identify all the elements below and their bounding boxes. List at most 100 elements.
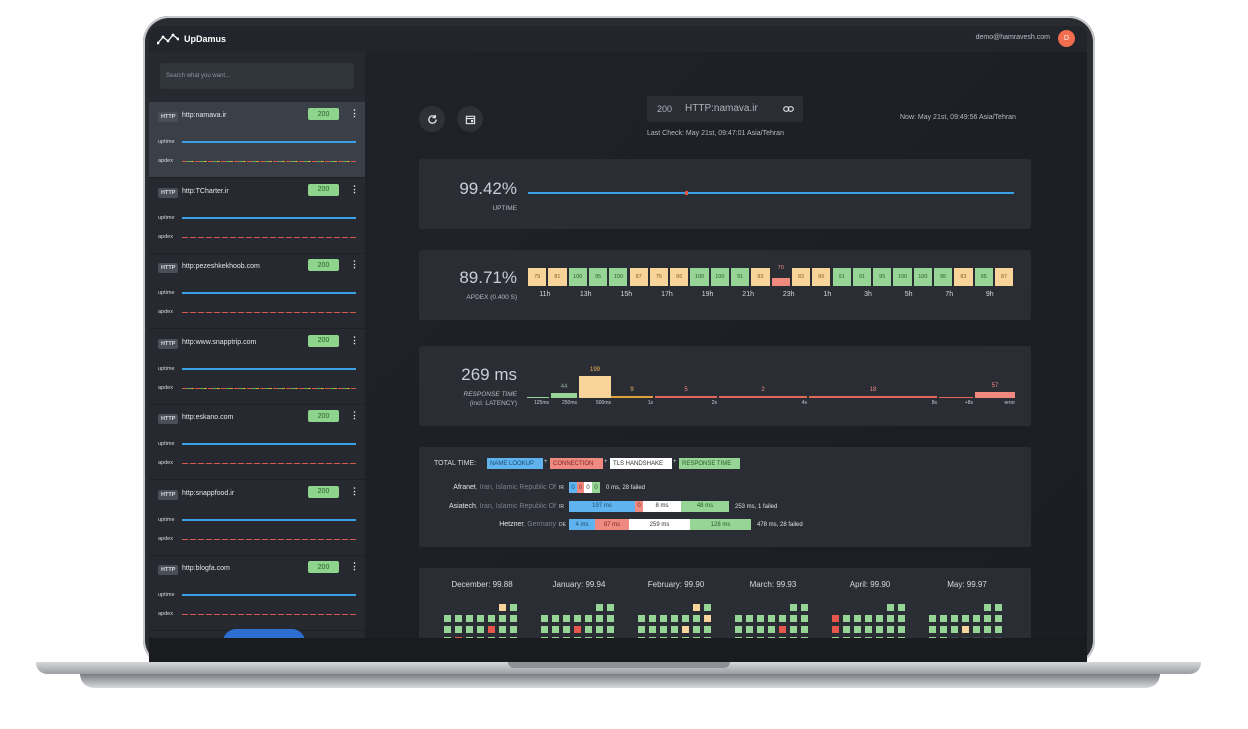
calendar-day[interactable] (574, 615, 581, 622)
more-options-icon[interactable]: ⋮ (350, 410, 359, 420)
calendar-day[interactable] (876, 626, 883, 633)
calendar-day[interactable] (887, 615, 894, 622)
calendar-day[interactable] (876, 615, 883, 622)
calendar-day[interactable] (898, 637, 905, 638)
calendar-day[interactable] (929, 626, 936, 633)
calendar-day[interactable] (951, 615, 958, 622)
calendar-day[interactable] (757, 626, 764, 633)
calendar-day[interactable] (746, 615, 753, 622)
calendar-day[interactable] (951, 626, 958, 633)
calendar-day[interactable] (973, 637, 980, 638)
calendar-day[interactable] (962, 626, 969, 633)
calendar-day[interactable] (693, 637, 700, 638)
calendar-day[interactable] (865, 615, 872, 622)
calendar-day[interactable] (746, 637, 753, 638)
calendar-day[interactable] (638, 637, 645, 638)
calendar-day[interactable] (790, 626, 797, 633)
calendar-day[interactable] (898, 615, 905, 622)
calendar-day[interactable] (552, 615, 559, 622)
calendar-day[interactable] (607, 626, 614, 633)
calendar-day[interactable] (563, 626, 570, 633)
calendar-day[interactable] (466, 626, 473, 633)
calendar-day[interactable] (768, 615, 775, 622)
calendar-day[interactable] (951, 637, 958, 638)
calendar-day[interactable] (887, 626, 894, 633)
calendar-day[interactable] (843, 615, 850, 622)
calendar-day[interactable] (444, 626, 451, 633)
calendar-day[interactable] (510, 604, 517, 611)
calendar-day[interactable] (832, 626, 839, 633)
calendar-day[interactable] (704, 604, 711, 611)
calendar-day[interactable] (552, 626, 559, 633)
calendar-day[interactable] (499, 604, 506, 611)
calendar-day[interactable] (995, 626, 1002, 633)
calendar-day[interactable] (477, 626, 484, 633)
calendar-day[interactable] (865, 626, 872, 633)
calendar-day[interactable] (801, 637, 808, 638)
calendar-day[interactable] (455, 615, 462, 622)
calendar-day[interactable] (541, 615, 548, 622)
calendar-day[interactable] (929, 615, 936, 622)
more-options-icon[interactable]: ⋮ (350, 561, 359, 571)
calendar-day[interactable] (499, 615, 506, 622)
calendar-day[interactable] (488, 637, 495, 638)
calendar-day[interactable] (735, 637, 742, 638)
calendar-day[interactable] (940, 626, 947, 633)
calendar-day[interactable] (574, 637, 581, 638)
calendar-day[interactable] (801, 626, 808, 633)
monitor-url[interactable]: http:namava.ir (182, 112, 227, 119)
calendar-day[interactable] (898, 604, 905, 611)
calendar-day[interactable] (477, 615, 484, 622)
calendar-day[interactable] (995, 637, 1002, 638)
calendar-day[interactable] (973, 615, 980, 622)
calendar-day[interactable] (499, 626, 506, 633)
calendar-day[interactable] (704, 626, 711, 633)
calendar-day[interactable] (660, 615, 667, 622)
monitor-url[interactable]: http:snappfood.ir (182, 489, 235, 497)
more-options-icon[interactable]: ⋮ (350, 334, 359, 345)
calendar-day[interactable] (466, 637, 473, 638)
calendar-day[interactable] (510, 637, 517, 638)
calendar-day[interactable] (638, 615, 645, 622)
monitor-url[interactable]: http:eskano.com (182, 414, 234, 421)
calendar-day[interactable] (790, 637, 797, 638)
calendar-day[interactable] (995, 615, 1002, 622)
calendar-day[interactable] (779, 626, 786, 633)
calendar-day[interactable] (607, 637, 614, 638)
add-monitor-button[interactable]: + Add Monitor (223, 629, 305, 638)
calendar-day[interactable] (488, 615, 495, 622)
user-email[interactable]: demo@hamravesh.com (975, 34, 1050, 41)
calendar-day[interactable] (455, 626, 462, 633)
refresh-button[interactable] (419, 106, 445, 132)
calendar-day[interactable] (671, 626, 678, 633)
calendar-day[interactable] (477, 637, 484, 638)
more-options-icon[interactable]: ⋮ (350, 485, 359, 496)
calendar-day[interactable] (832, 615, 839, 622)
calendar-day[interactable] (596, 626, 603, 633)
calendar-day[interactable] (574, 626, 581, 633)
calendar-day[interactable] (757, 637, 764, 638)
calendar-day[interactable] (671, 637, 678, 638)
calendar-day[interactable] (444, 637, 451, 638)
link-icon[interactable] (783, 105, 794, 113)
calendar-day[interactable] (940, 615, 947, 622)
calendar-day[interactable] (768, 637, 775, 638)
calendar-day[interactable] (995, 604, 1002, 611)
calendar-day[interactable] (790, 615, 797, 622)
monitor-item[interactable]: HTTP http:blogfa.com 200 ⋮ uptime apdex (149, 555, 365, 631)
calendar-day[interactable] (779, 637, 786, 638)
calendar-day[interactable] (585, 615, 592, 622)
calendar-day[interactable] (638, 626, 645, 633)
calendar-day[interactable] (693, 626, 700, 633)
calendar-day[interactable] (607, 604, 614, 611)
calendar-day[interactable] (649, 615, 656, 622)
calendar-day[interactable] (832, 637, 839, 638)
monitor-url[interactable]: http:blogfa.com (182, 565, 230, 572)
calendar-day[interactable] (444, 615, 451, 622)
calendar-day[interactable] (801, 615, 808, 622)
calendar-day[interactable] (541, 637, 548, 638)
calendar-day[interactable] (704, 637, 711, 638)
calendar-day[interactable] (510, 615, 517, 622)
monitor-item[interactable]: HTTP http:pezeshkekhoob.com 200 ⋮ uptime apde… (149, 253, 365, 329)
more-options-icon[interactable]: ⋮ (350, 183, 359, 194)
